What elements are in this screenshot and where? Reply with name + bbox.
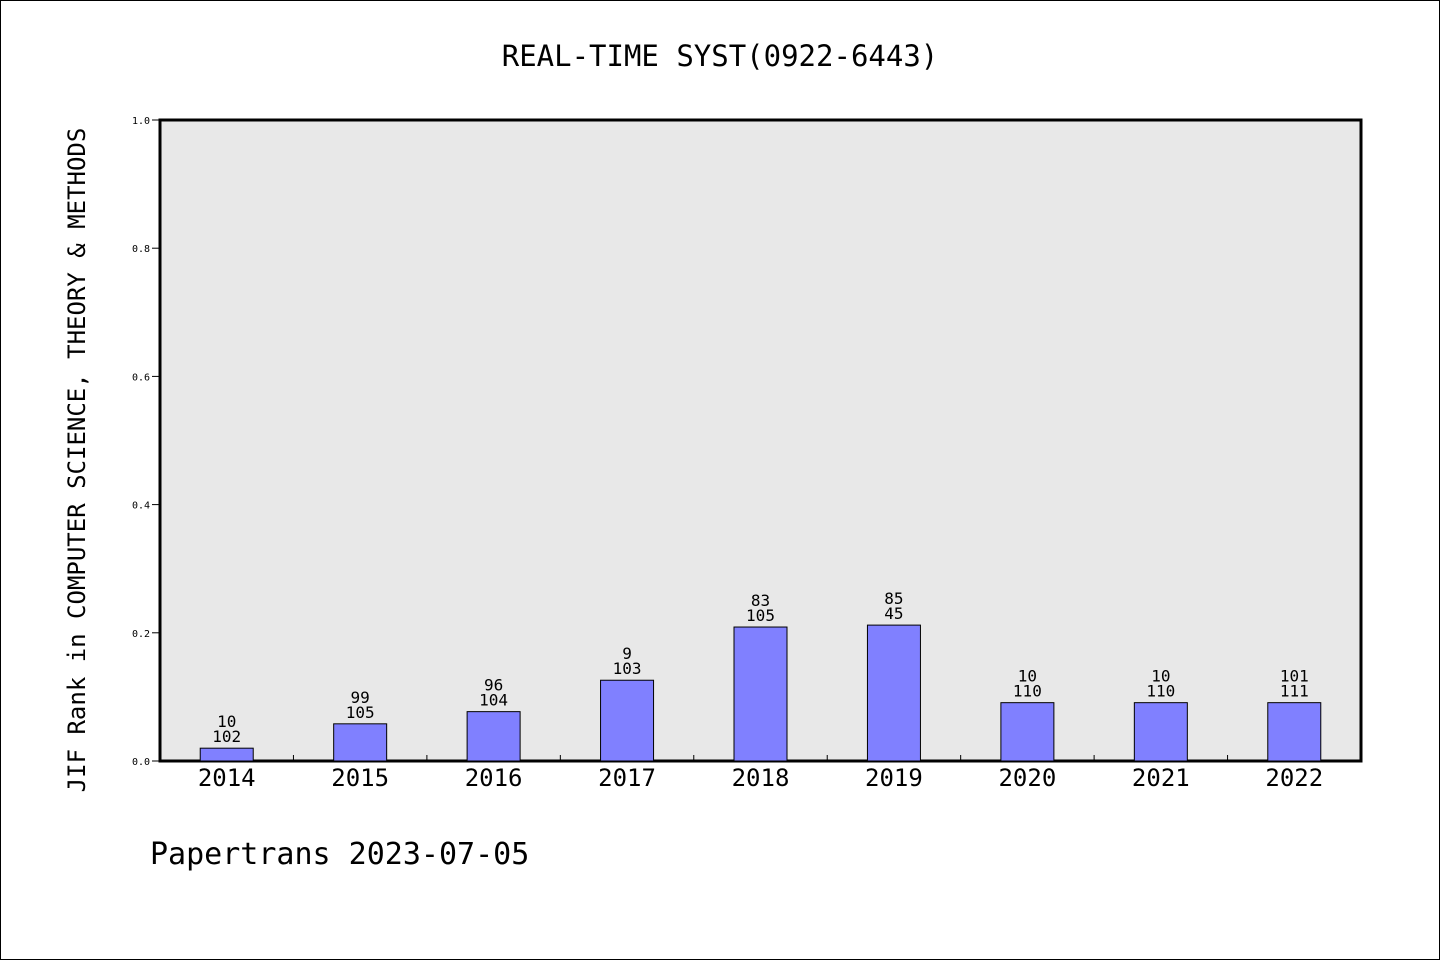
bar-2016: [466, 711, 521, 762]
bar-total-label: 45: [884, 604, 903, 623]
x-tick-label: 2015: [331, 764, 389, 792]
bar-2022: [1267, 702, 1322, 762]
footer-source-date: Papertrans 2023-07-05: [150, 837, 529, 872]
x-tick-label: 2017: [598, 764, 656, 792]
bar-total-label: 104: [479, 691, 508, 710]
bar-rank-label: 101: [1280, 667, 1309, 686]
bar-total-label: 111: [1280, 682, 1309, 701]
bar-total-label: 105: [746, 606, 775, 625]
bar-rank-label: 10: [217, 712, 236, 731]
y-tick-label: 1.0: [132, 116, 150, 127]
bar-rank-label: 99: [351, 688, 370, 707]
x-tick-label: 2018: [732, 764, 790, 792]
bar-rank-label: 83: [751, 591, 770, 610]
y-axis-label: JIF Rank in COMPUTER SCIENCE, THEORY & M…: [63, 128, 91, 793]
bar-labels: 1010299105961049103831058545101101011010…: [212, 589, 1308, 746]
x-axis-ticks: 2014 2015 2016 2017 2018 2019 2020 2021 2022: [198, 755, 1323, 792]
x-tick-label: 2020: [998, 764, 1056, 792]
bar-2020: [1000, 702, 1055, 762]
bar-total-label: 102: [212, 727, 241, 746]
bar-2014: [199, 747, 254, 762]
y-tick-label: 0.2: [132, 629, 150, 640]
x-tick-label: 2016: [465, 764, 523, 792]
y-tick-label: 0.0: [132, 757, 150, 768]
bars: [199, 624, 1322, 762]
bar-rank-label: 9: [622, 644, 632, 663]
bar-2015: [333, 723, 388, 762]
x-tick-label: 2021: [1132, 764, 1190, 792]
chart-title: REAL-TIME SYST(0922-6443): [502, 39, 939, 73]
y-tick-label: 0.6: [132, 372, 150, 383]
y-axis-ticks: 0.0 0.2 0.4 0.6 0.8 1.0: [132, 116, 160, 768]
y-tick-label: 0.4: [132, 501, 150, 512]
bar-rank-label: 10: [1018, 667, 1037, 686]
bar-2019: [866, 624, 921, 762]
bar-total-label: 110: [1146, 682, 1175, 701]
x-tick-label: 2019: [865, 764, 923, 792]
bar-2021: [1133, 702, 1188, 762]
bar-rank-label: 10: [1151, 667, 1170, 686]
bar-total-label: 110: [1013, 682, 1042, 701]
bar-rank-label: 85: [884, 589, 903, 608]
bar-2017: [600, 679, 655, 762]
x-tick-label: 2022: [1265, 764, 1323, 792]
bar-total-label: 103: [613, 659, 642, 678]
bar-rank-label: 96: [484, 676, 503, 695]
y-tick-label: 0.8: [132, 244, 150, 255]
bar-2018: [733, 626, 788, 762]
bar-total-label: 105: [346, 703, 375, 722]
x-tick-label: 2014: [198, 764, 256, 792]
